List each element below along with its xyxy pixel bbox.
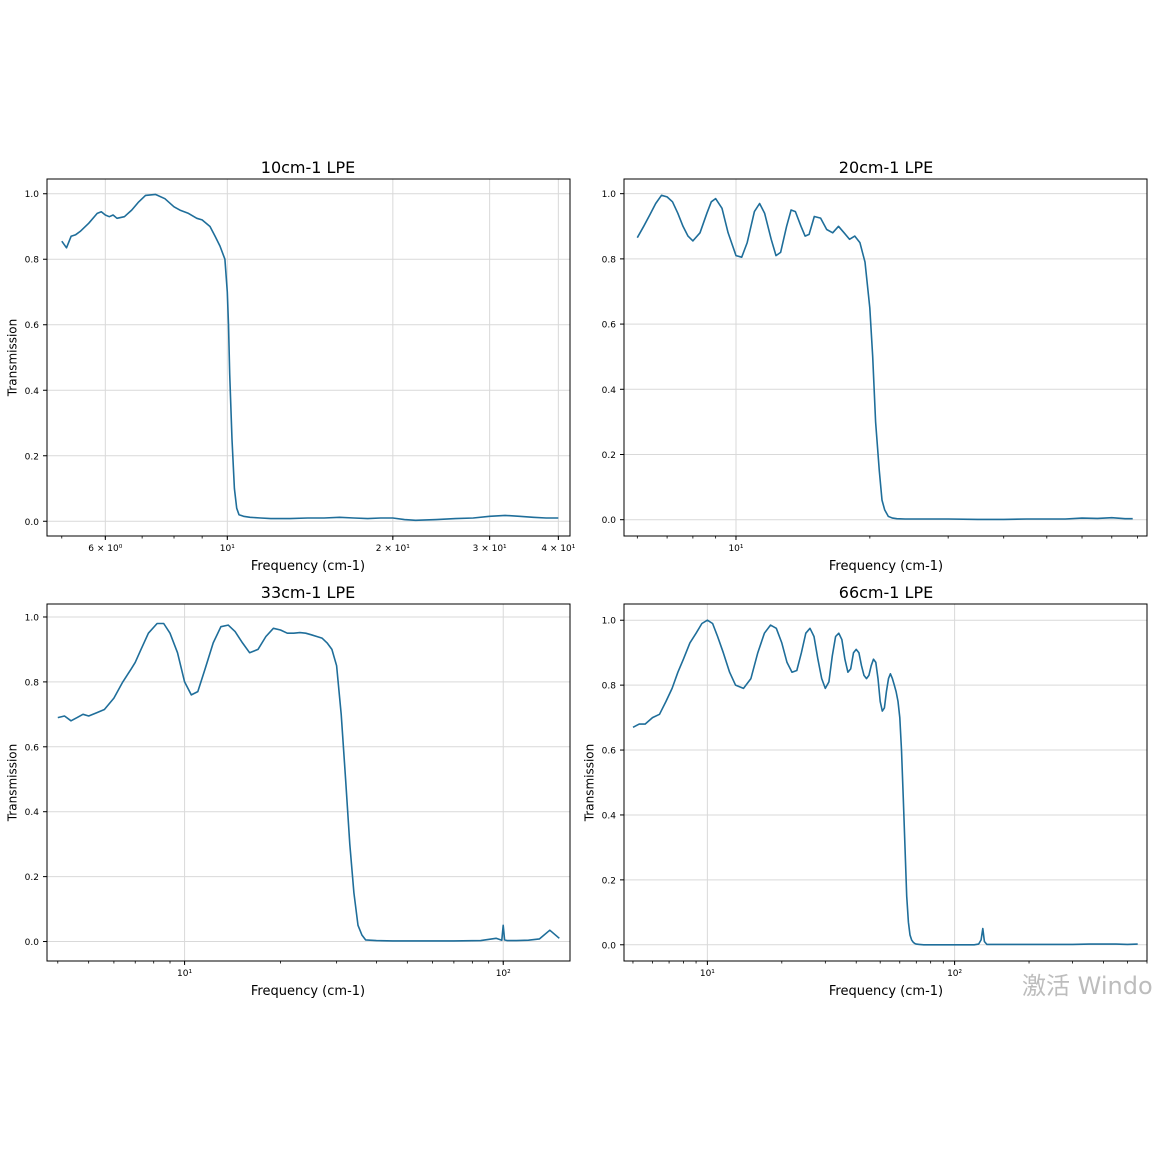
plot-frame [46,603,571,962]
chart-panel-1: 0.0 0.2 0.4 0.6 0.8 1.0 6 × 10⁰ 10¹ 2 × 10¹ 3 × 1… [6,158,576,574]
y-axis-label: Transmission [583,744,597,823]
y-tick-label: 1.0 [25,613,40,623]
x-axis-label: Frequency (cm-1) [829,984,943,999]
x-tick-label: 10² [496,969,511,979]
y-tick-label: 0.0 [25,938,40,948]
y-axis-label: Transmission [6,744,20,823]
chart-panel-2: 0.0 0.2 0.4 0.6 0.8 1.0 10¹ 20cm-1 LPE Frequency… [602,158,1148,574]
y-tick-label: 0.8 [602,682,617,692]
y-tick-label: 0.6 [602,747,617,757]
plot-frame [46,178,571,537]
y-tick-label: 0.0 [602,941,617,951]
x-tick-label: 10¹ [177,969,192,979]
y-tick-label: 0.8 [25,256,40,266]
chart-panel-3: 0.0 0.2 0.4 0.6 0.8 1.0 10¹ 10² 33cm-1 LPE Freque… [6,583,571,999]
y-tick-label: 1.0 [25,190,40,200]
chart-title: 33cm-1 LPE [261,583,355,602]
series-line [61,193,559,522]
x-axis-label: Frequency (cm-1) [251,559,365,574]
y-tick-label: 1.0 [602,190,617,200]
y-tick-label: 0.2 [25,452,39,462]
y-tick-label: 0.2 [602,876,616,886]
y-tick-label: 0.4 [602,811,617,821]
series-line [632,619,1138,946]
y-axis-label: Transmission [6,319,20,398]
watermark-text: 激活 Windo [1022,972,1153,1000]
x-tick-label: 10¹ [220,544,235,554]
y-tick-label: 0.8 [25,678,40,688]
x-tick-label: 2 × 10¹ [376,544,410,554]
x-tick-label: 10² [947,969,962,979]
chart-panel-4: 0.0 0.2 0.4 0.6 0.8 1.0 10¹ 10² 66cm-1 LPE Freque… [583,583,1148,999]
y-tick-label: 0.4 [25,387,40,397]
series-line [57,622,560,942]
plot-area [47,604,570,961]
chart-title: 20cm-1 LPE [839,158,933,177]
y-tick-label: 0.0 [25,518,40,528]
y-tick-label: 0.6 [25,321,40,331]
plot-area [47,179,570,536]
y-tick-label: 0.2 [25,873,39,883]
x-tick-label: 3 × 10¹ [473,544,507,554]
x-tick-label: 10¹ [700,969,715,979]
x-tick-label: 6 × 10⁰ [88,544,122,554]
plot-area [624,179,1147,536]
y-tick-label: 0.6 [25,743,40,753]
y-tick-label: 1.0 [602,617,617,627]
plot-frame [623,603,1148,962]
x-tick-label: 4 × 10¹ [541,544,575,554]
y-tick-label: 0.4 [602,386,617,396]
x-tick-label: 10¹ [728,544,743,554]
y-tick-label: 0.6 [602,321,617,331]
chart-title: 66cm-1 LPE [839,583,933,602]
x-axis-label: Frequency (cm-1) [829,559,943,574]
plot-frame [623,178,1148,537]
y-tick-label: 0.8 [602,255,617,265]
y-tick-label: 0.4 [25,808,40,818]
plot-area [624,604,1147,961]
x-axis-label: Frequency (cm-1) [251,984,365,999]
chart-title: 10cm-1 LPE [261,158,355,177]
series-line [636,194,1133,521]
y-tick-label: 0.2 [602,451,616,461]
y-tick-label: 0.0 [602,516,617,526]
